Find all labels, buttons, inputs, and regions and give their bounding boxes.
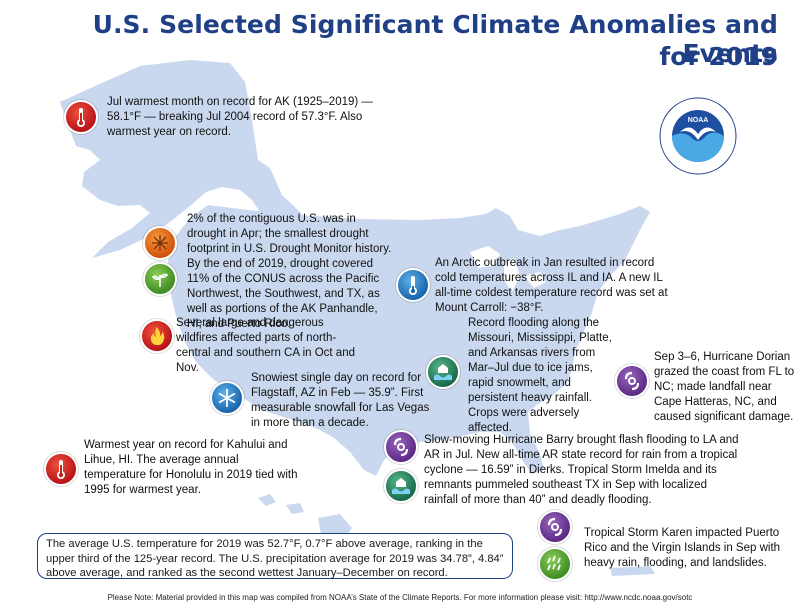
hawaii-shape	[258, 494, 352, 544]
annual-summary-box: The average U.S. temperature for 2019 wa…	[37, 533, 513, 579]
event-dorian: Sep 3–6, Hurricane Dorian grazed the coa…	[654, 351, 795, 423]
thermometer-cold-icon	[396, 268, 430, 302]
puerto-rico-shape	[610, 566, 655, 576]
noaa-logo: NOAA	[659, 97, 737, 175]
thermometer-hot-icon	[64, 100, 98, 134]
heavy-rain-icon	[538, 547, 572, 581]
event-alaska: Jul warmest month on record for AK (1925…	[107, 96, 373, 138]
event-flooding: Record flooding along the Missouri, Miss…	[468, 317, 612, 434]
snowflake-icon	[210, 381, 244, 415]
svg-text:NOAA: NOAA	[688, 117, 709, 124]
conus-shape	[168, 205, 650, 476]
event-arctic: An Arctic outbreak in Jan resulted in re…	[435, 257, 668, 314]
drought-icon	[143, 226, 177, 260]
event-barry-imelda: Slow-moving Hurricane Barry brought flas…	[424, 434, 739, 506]
flood-icon	[426, 355, 460, 389]
event-drought: 2% of the contiguous U.S. was in drought…	[187, 213, 392, 330]
flood-icon	[384, 469, 418, 503]
wildfire-icon	[140, 319, 174, 353]
great-lakes-shape	[470, 246, 546, 292]
dry-plant-icon	[143, 262, 177, 296]
page-subtitle: for 2019	[659, 42, 778, 71]
alaska-shape	[60, 60, 310, 258]
page-title: U.S. Selected Significant Climate Anomal…	[92, 10, 778, 68]
thermometer-hot-icon	[44, 452, 78, 486]
event-wildfires: Several large and dangerous wildfires af…	[176, 317, 355, 374]
hurricane-icon	[538, 510, 572, 544]
hurricane-icon	[615, 364, 649, 398]
footnote: Please Note: Material provided in this m…	[107, 593, 693, 602]
event-karen: Tropical Storm Karen impacted Puerto Ric…	[584, 527, 781, 569]
event-hawaii: Warmest year on record for Kahului and L…	[84, 439, 298, 496]
event-snowfall: Snowiest single day on record for Flagst…	[251, 372, 430, 429]
hurricane-icon	[384, 430, 418, 464]
